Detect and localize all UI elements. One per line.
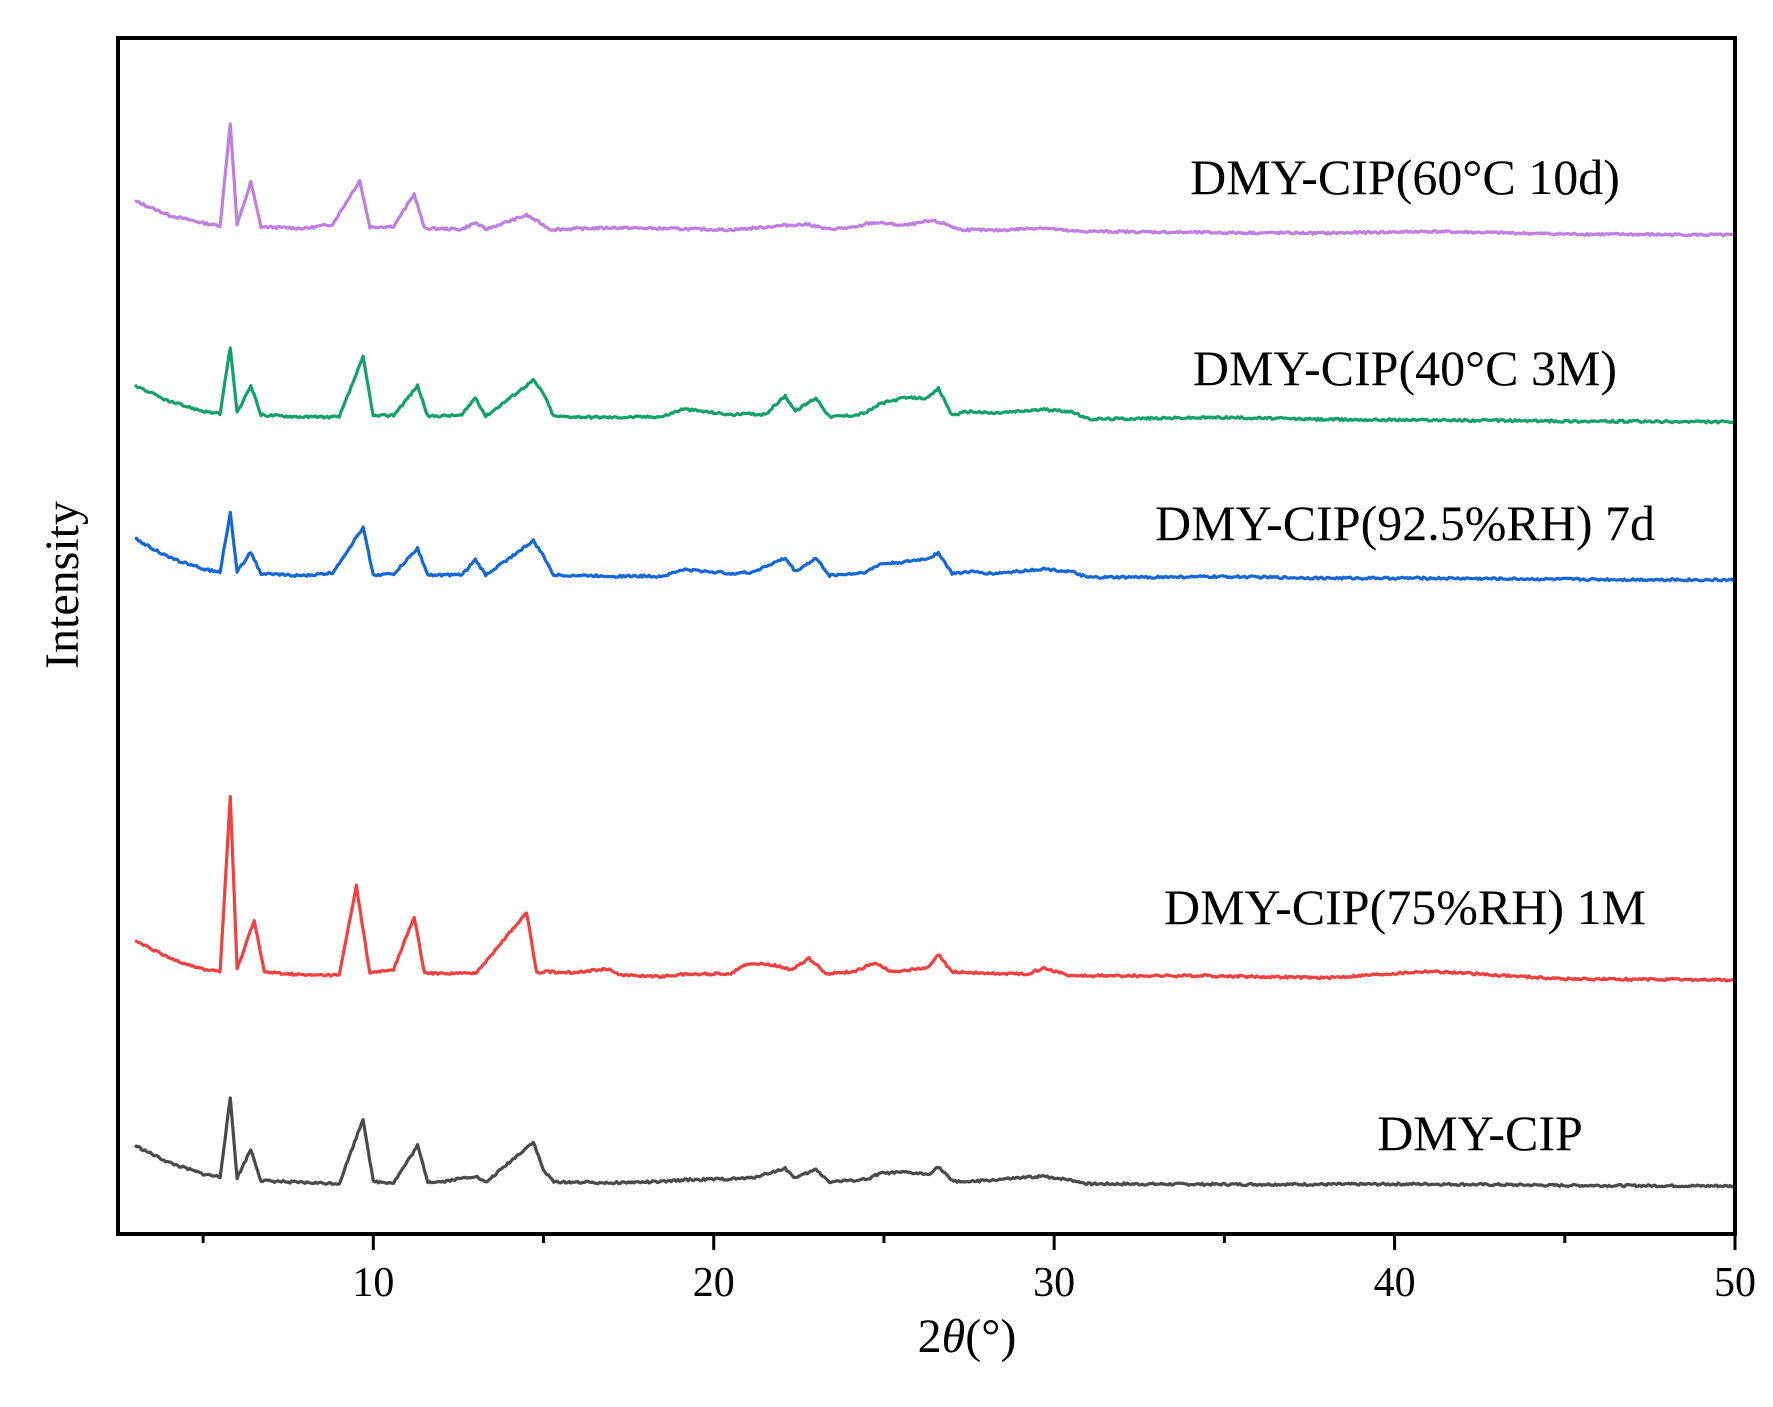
x-ticks-group: 10 20 30 40 50	[201, 1234, 1756, 1306]
x-axis-title: 2θ(°)	[918, 1310, 1017, 1363]
series-label-2: DMY-CIP(40°C 3M)	[1193, 340, 1617, 396]
series-line-5	[133, 1096, 1736, 1189]
series-line-1	[134, 122, 1736, 238]
series-line-4	[134, 795, 1735, 983]
series-label-4: DMY-CIP(75%RH) 1M	[1164, 879, 1646, 935]
x-tick-label-1: 10	[352, 1260, 394, 1306]
series-label-1: DMY-CIP(60°C 10d)	[1190, 149, 1620, 205]
x-tick-label-5: 50	[1714, 1260, 1756, 1306]
series-line-3	[134, 510, 1737, 583]
y-axis-title: Intensity	[36, 501, 89, 669]
series-labels-group: DMY-CIP(60°C 10d) DMY-CIP(40°C 3M) DMY-CIP…	[1155, 149, 1655, 1161]
x-tick-label-4: 40	[1374, 1260, 1416, 1306]
series-label-3: DMY-CIP(92.5%RH) 7d	[1155, 495, 1655, 551]
series-label-5: DMY-CIP	[1377, 1105, 1583, 1161]
series-line-2	[133, 346, 1736, 425]
traces-group	[133, 122, 1737, 1189]
x-tick-label-3: 30	[1033, 1260, 1075, 1306]
plot-frame	[116, 36, 1737, 1236]
x-tick-label-2: 20	[693, 1260, 735, 1306]
